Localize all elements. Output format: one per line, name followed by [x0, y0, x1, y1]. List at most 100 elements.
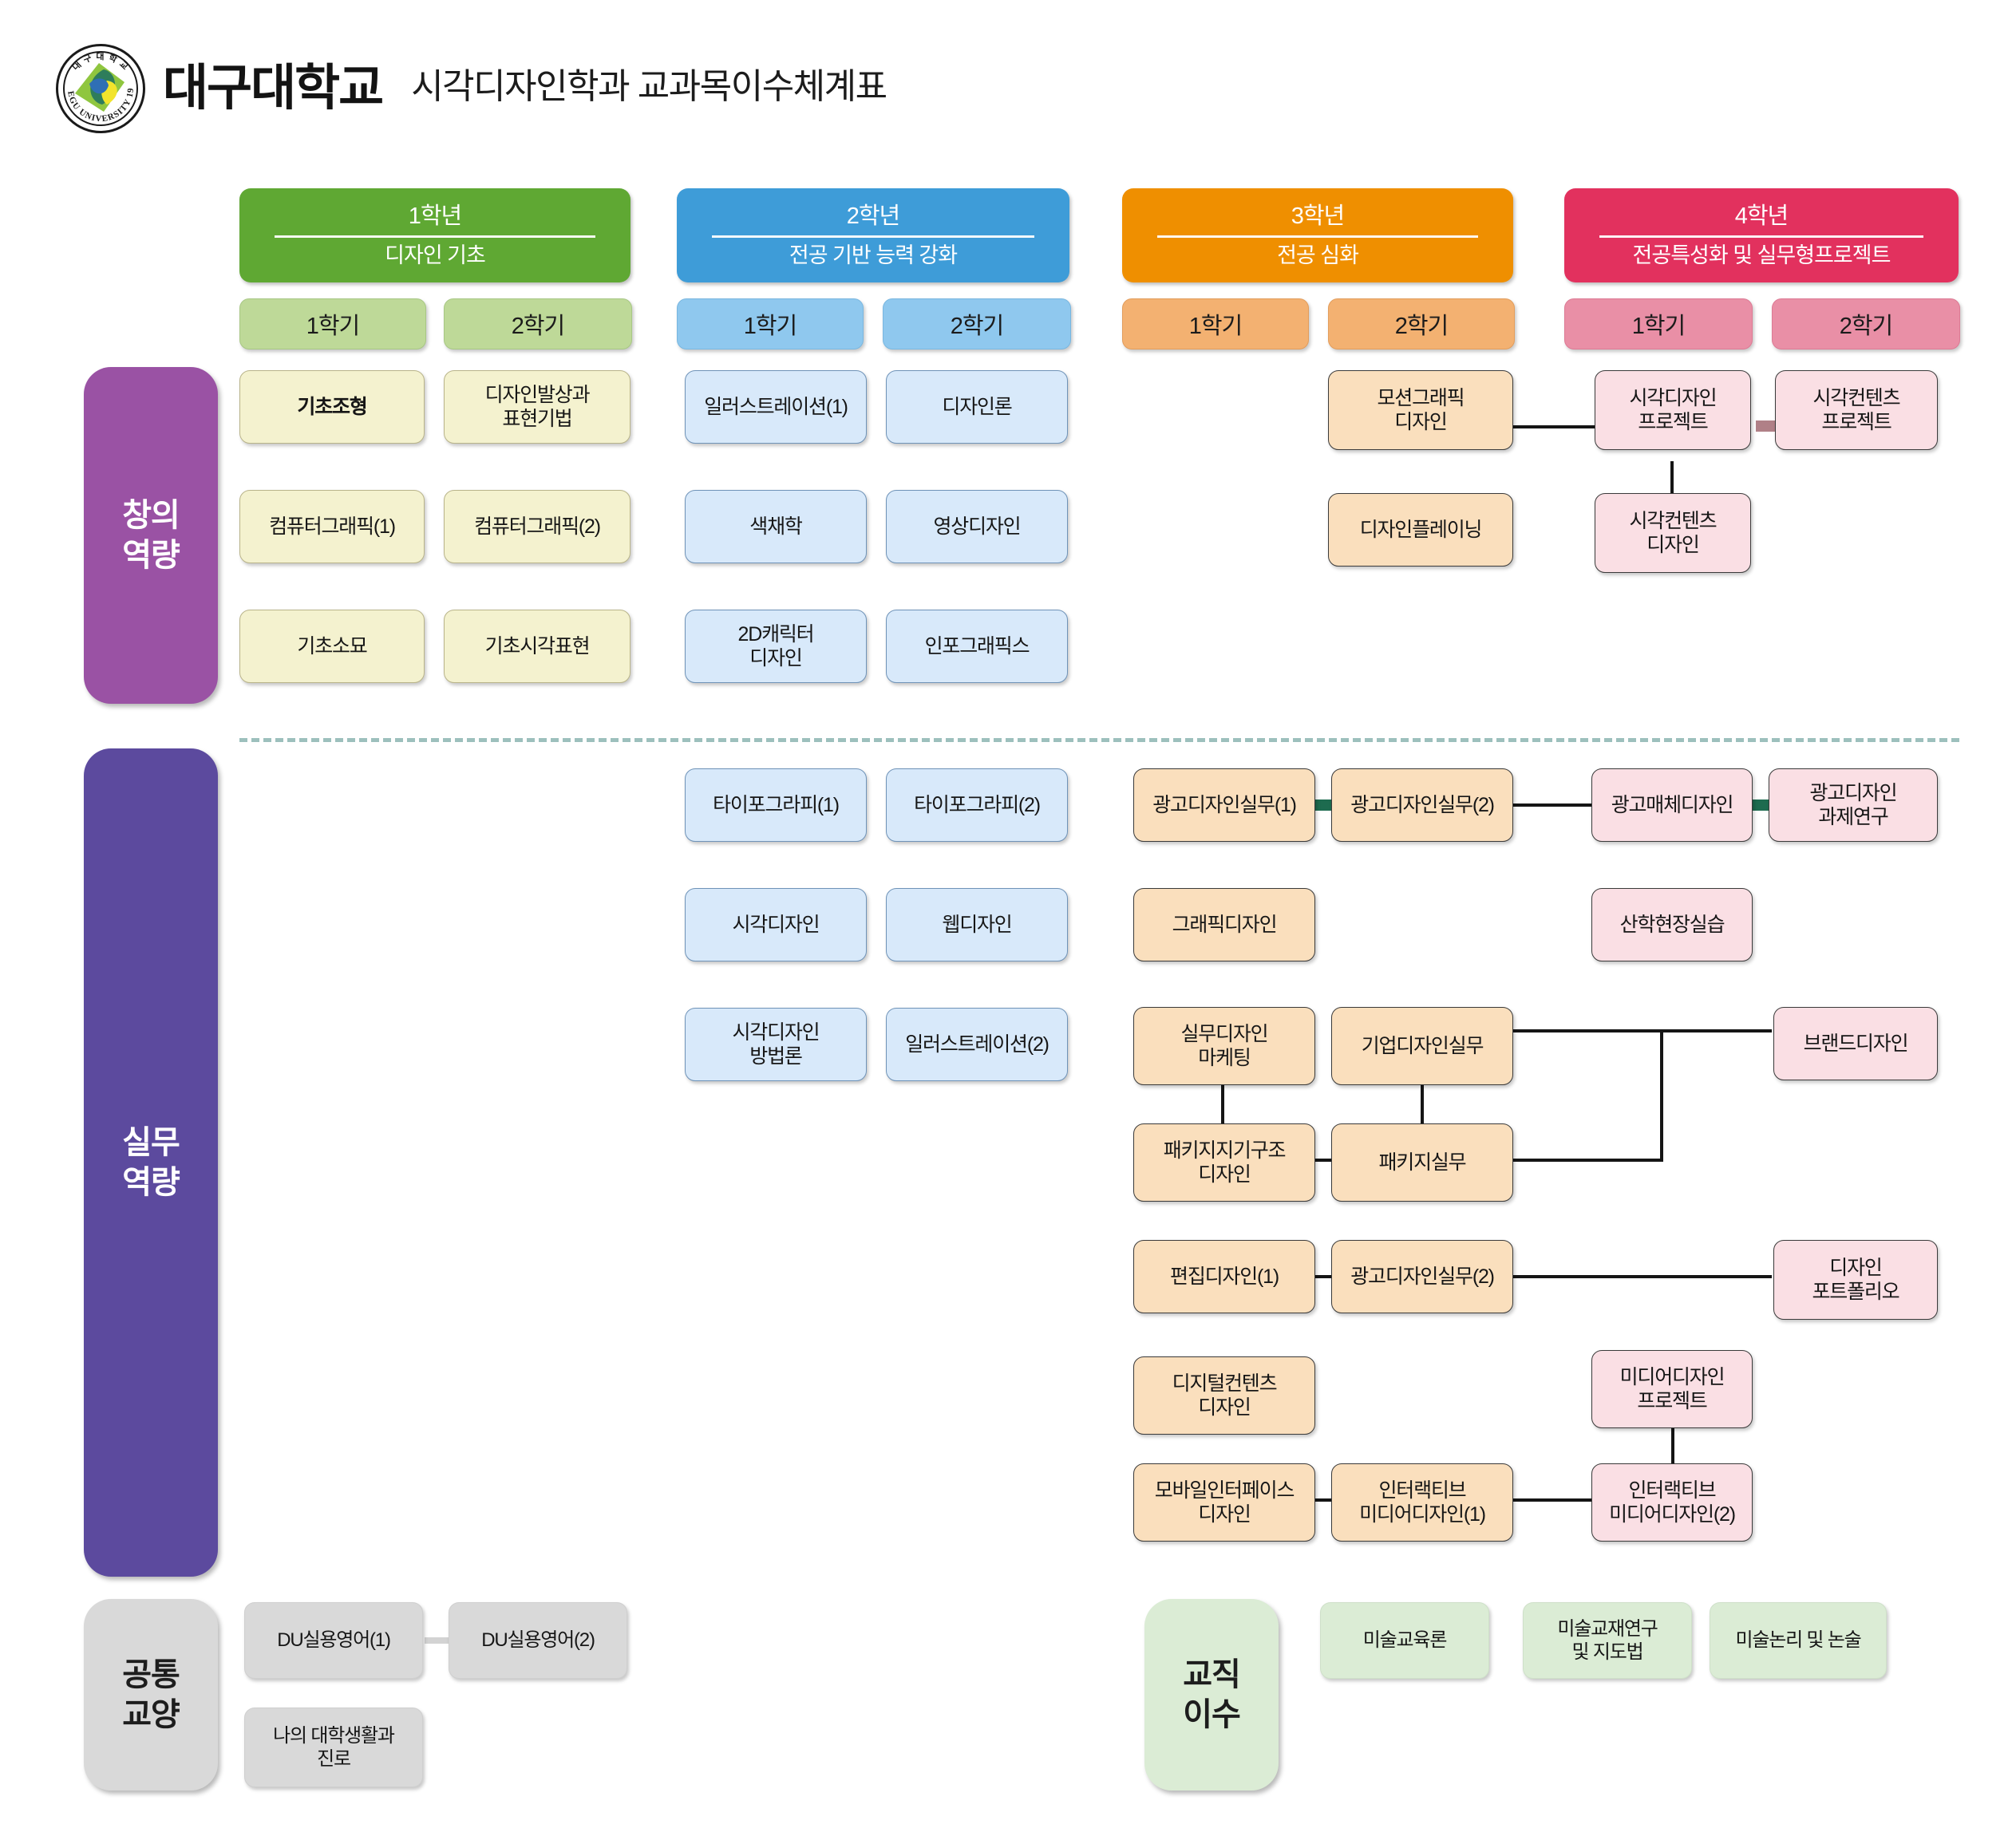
course-box[interactable]: 미술논리 및 논술 — [1710, 1602, 1887, 1679]
course-box[interactable]: 인터랙티브 미디어디자인(1) — [1331, 1463, 1513, 1542]
course-box[interactable]: DU실용영어(1) — [244, 1602, 423, 1679]
course-box[interactable]: 시각디자인 방법론 — [685, 1008, 867, 1081]
semester-label: 2학기 — [511, 314, 565, 339]
semester-2-2: 2학기 — [883, 298, 1071, 349]
year-header-4: 4학년 전공특성화 및 실무형프로젝트 — [1564, 188, 1959, 282]
page-title: 시각디자인학과 교과목이수체계표 — [411, 67, 887, 106]
course-box[interactable]: 기초조형 — [239, 370, 425, 444]
course-box[interactable]: 인터랙티브 미디어디자인(2) — [1591, 1463, 1753, 1542]
rail-label: 창의 역량 — [122, 498, 180, 573]
section-divider — [239, 738, 1959, 742]
rail-label: 공통 교양 — [122, 1657, 180, 1732]
course-box[interactable]: 미술교재연구 및 지도법 — [1523, 1602, 1692, 1679]
connector-line — [1421, 1084, 1424, 1130]
course-box[interactable]: 기업디자인실무 — [1331, 1007, 1513, 1085]
course-box[interactable]: 컴퓨터그래픽(2) — [444, 490, 630, 563]
course-box[interactable]: 광고디자인실무(2) — [1331, 1240, 1513, 1313]
course-box[interactable]: 브랜드디자인 — [1773, 1007, 1938, 1080]
year-label: 1학년 — [408, 203, 462, 229]
course-box[interactable]: 디자인 포트폴리오 — [1773, 1240, 1938, 1320]
course-box[interactable]: 미디어디자인 프로젝트 — [1591, 1350, 1753, 1428]
course-box[interactable]: 패키지실무 — [1331, 1123, 1513, 1202]
rail-practical-competency: 실무 역량 — [84, 748, 218, 1577]
course-box[interactable]: 디자인플레이닝 — [1328, 493, 1513, 567]
year-header-1: 1학년 디자인 기초 — [239, 188, 630, 282]
divider-rule — [275, 235, 595, 239]
course-box[interactable]: 모션그래픽 디자인 — [1328, 370, 1513, 450]
connector-line — [1221, 1084, 1224, 1130]
connector-node — [1756, 420, 1777, 432]
year-subtitle: 디자인 기초 — [385, 243, 486, 268]
year-label: 3학년 — [1291, 203, 1345, 229]
course-box[interactable]: 광고매체디자인 — [1591, 768, 1753, 842]
course-box[interactable]: 디자인발상과 표현기법 — [444, 370, 630, 444]
rail-creative-competency: 창의 역량 — [84, 367, 218, 704]
course-box[interactable]: 컴퓨터그래픽(1) — [239, 490, 425, 563]
connector-node — [1312, 800, 1334, 811]
connector-line — [1312, 1498, 1334, 1502]
course-box[interactable]: 인포그래픽스 — [886, 610, 1068, 683]
connector-line — [1512, 1275, 1772, 1278]
connector-line — [1513, 1498, 1596, 1502]
course-box[interactable]: 그래픽디자인 — [1133, 888, 1315, 961]
connector-line — [1512, 1159, 1663, 1162]
course-box[interactable]: 기초소묘 — [239, 610, 425, 683]
connector-line — [1312, 1159, 1334, 1162]
course-box[interactable]: 실무디자인 마케팅 — [1133, 1007, 1315, 1085]
course-box[interactable]: 시각디자인 프로젝트 — [1595, 370, 1751, 450]
course-box[interactable]: 디자인론 — [886, 370, 1068, 444]
course-box[interactable]: 영상디자인 — [886, 490, 1068, 563]
connector-line — [425, 1637, 449, 1644]
year-label: 4학년 — [1734, 203, 1789, 229]
semester-label: 1학기 — [1188, 314, 1243, 339]
course-box[interactable]: 2D캐릭터 디자인 — [685, 610, 867, 683]
connector-line — [1312, 1275, 1334, 1278]
semester-4-1: 1학기 — [1564, 298, 1753, 349]
page-header: 대 구 대 학 교 DAEGU UNIVERSITY 1956 대구대학교 시각… — [56, 44, 887, 133]
course-box[interactable]: 기초시각표현 — [444, 610, 630, 683]
rail-label: 교직 이수 — [1183, 1657, 1241, 1732]
course-box[interactable]: 타이포그라피(2) — [886, 768, 1068, 842]
course-box[interactable]: 미술교육론 — [1320, 1602, 1489, 1679]
course-box[interactable]: 시각컨텐츠 프로젝트 — [1775, 370, 1938, 450]
year-label: 2학년 — [846, 203, 900, 229]
course-box[interactable]: 웹디자인 — [886, 888, 1068, 961]
course-box[interactable]: 시각디자인 — [685, 888, 867, 961]
course-box[interactable]: DU실용영어(2) — [449, 1602, 627, 1679]
university-seal-logo: 대 구 대 학 교 DAEGU UNIVERSITY 1956 — [56, 44, 145, 133]
connector-line — [1671, 1425, 1674, 1465]
course-box[interactable]: 타이포그라피(1) — [685, 768, 867, 842]
rail-general-education: 공통 교양 — [84, 1599, 218, 1791]
course-box[interactable]: 일러스트레이션(1) — [685, 370, 867, 444]
rail-label: 실무 역량 — [122, 1125, 180, 1200]
course-box[interactable]: 패키지지기구조 디자인 — [1133, 1123, 1315, 1202]
course-box[interactable]: 시각컨텐츠 디자인 — [1595, 493, 1751, 573]
connector-line — [1513, 803, 1601, 807]
course-box[interactable]: 산학현장실습 — [1591, 888, 1753, 961]
semester-label: 2학기 — [950, 314, 1004, 339]
semester-label: 1학기 — [306, 314, 360, 339]
semester-1-1: 1학기 — [239, 298, 426, 349]
course-box[interactable]: 모바일인터페이스 디자인 — [1133, 1463, 1315, 1542]
year-header-3: 3학년 전공 심화 — [1122, 188, 1513, 282]
course-box[interactable]: 나의 대학생활과 진로 — [244, 1708, 423, 1787]
course-box[interactable]: 광고디자인실무(1) — [1133, 768, 1315, 842]
course-box[interactable]: 일러스트레이션(2) — [886, 1008, 1068, 1081]
year-header-2: 2학년 전공 기반 능력 강화 — [677, 188, 1069, 282]
university-name: 대구대학교 — [163, 61, 384, 116]
course-box[interactable]: 편집디자인(1) — [1133, 1240, 1315, 1313]
semester-3-2: 2학기 — [1328, 298, 1515, 349]
semester-2-1: 1학기 — [677, 298, 864, 349]
connector-node — [1749, 800, 1772, 811]
course-box[interactable]: 색채학 — [685, 490, 867, 563]
divider-rule — [712, 235, 1034, 239]
year-subtitle: 전공특성화 및 실무형프로젝트 — [1632, 243, 1891, 268]
semester-4-2: 2학기 — [1772, 298, 1960, 349]
year-subtitle: 전공 심화 — [1277, 243, 1359, 268]
course-box[interactable]: 광고디자인 과제연구 — [1769, 768, 1938, 842]
course-box[interactable]: 광고디자인실무(2) — [1331, 768, 1513, 842]
divider-rule — [1157, 235, 1478, 239]
course-box[interactable]: 디지털컨텐츠 디자인 — [1133, 1356, 1315, 1435]
semester-label: 1학기 — [1631, 314, 1686, 339]
